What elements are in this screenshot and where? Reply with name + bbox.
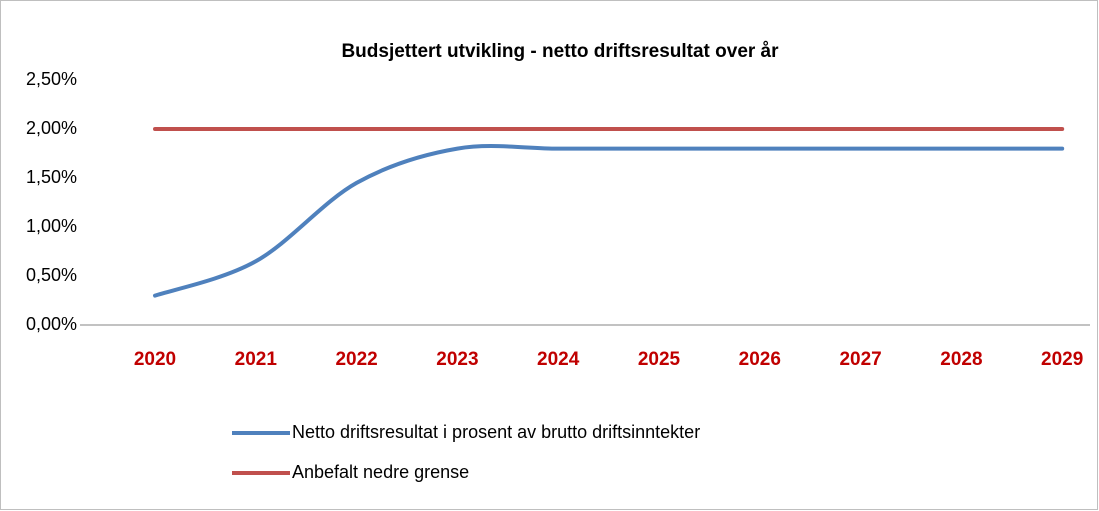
x-tick-label: 2024: [537, 349, 580, 370]
x-tick-label: 2025: [638, 349, 681, 370]
series-line: [153, 144, 1065, 298]
legend-label: Anbefalt nedre grense: [292, 462, 469, 482]
y-tick-label: 2,50%: [26, 69, 77, 89]
y-tick-label: 1,00%: [26, 216, 77, 236]
chart-title: Budsjettert utvikling - netto driftsresu…: [341, 41, 779, 62]
x-tick-label: 2021: [235, 349, 278, 370]
x-tick-label: 2022: [335, 349, 377, 370]
y-tick-label: 0,00%: [26, 314, 77, 334]
legend-label: Netto driftsresultat i prosent av brutto…: [292, 422, 700, 442]
x-tick-label: 2028: [940, 349, 982, 370]
y-tick-label: 1,50%: [26, 167, 77, 187]
x-tick-label: 2027: [839, 349, 881, 370]
x-tick-label: 2026: [739, 349, 781, 370]
y-tick-label: 0,50%: [26, 265, 77, 285]
y-tick-label: 2,00%: [26, 118, 77, 138]
x-tick-label: 2023: [436, 349, 478, 370]
x-tick-label: 2020: [134, 349, 176, 370]
x-tick-label: 2029: [1041, 349, 1083, 370]
